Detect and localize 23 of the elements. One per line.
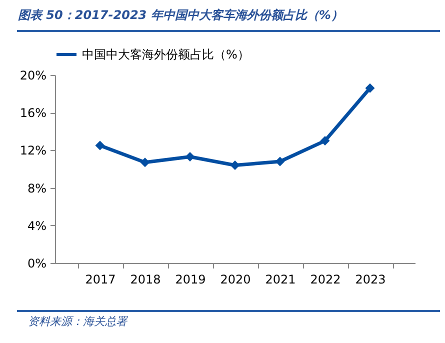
chart-title: 图表 50：2017-2023 年中国中大客车海外份额占比（%） — [18, 7, 343, 24]
y-tick-label: 4% — [27, 218, 46, 233]
legend-label: 中国中大客海外份额占比（%） — [82, 48, 250, 62]
point — [230, 160, 240, 170]
point — [275, 156, 285, 166]
x-tick-label: 2023 — [355, 272, 386, 286]
text: 资料来源：海关总署 — [28, 314, 127, 329]
point — [320, 136, 330, 146]
x-tick-label: 2017 — [85, 272, 116, 286]
point — [365, 83, 375, 93]
x-tick-label: 2018 — [130, 272, 161, 286]
y-tick-label: 8% — [27, 181, 46, 196]
x-tick-label: 2019 — [175, 272, 206, 286]
y-tick-label: 16% — [20, 106, 46, 120]
y-tick-label: 0% — [27, 256, 46, 270]
point — [185, 152, 195, 162]
y-tick-label: 20% — [20, 68, 46, 82]
point — [95, 140, 105, 150]
x-tick-label: 2022 — [310, 272, 341, 286]
x-tick-label: 2021 — [265, 272, 296, 286]
y-tick-label: 12% — [20, 144, 46, 158]
x-tick-label: 2020 — [220, 272, 251, 286]
point — [140, 158, 150, 168]
